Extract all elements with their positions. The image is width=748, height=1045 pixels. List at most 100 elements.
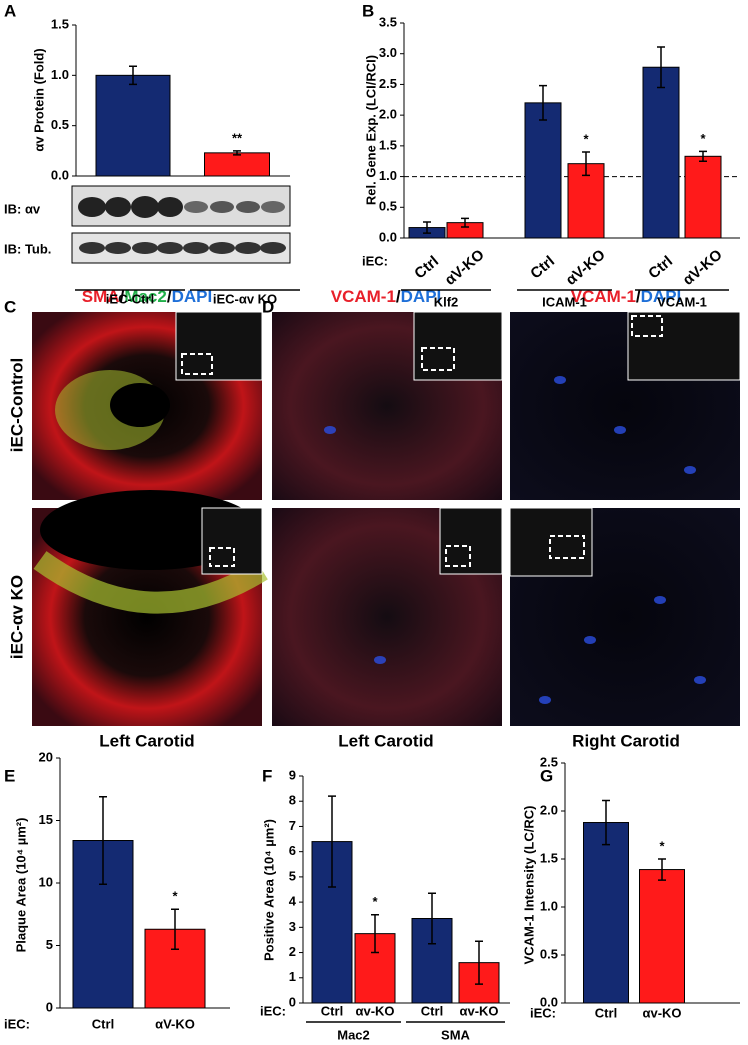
x-axis-label: iEC: — [4, 1016, 30, 1031]
western-blot — [71, 185, 291, 264]
error-bar — [657, 46, 665, 89]
y-tick-label: 1.0 — [379, 168, 397, 183]
y-tick-label: 6 — [289, 843, 296, 858]
series-label: αV-KO — [680, 246, 726, 289]
panel-letter: E — [4, 766, 15, 785]
x-tick-label: αv-KO — [642, 1005, 681, 1020]
y-tick-label: 8 — [289, 793, 296, 808]
bar — [642, 66, 680, 239]
y-tick-label: 2.0 — [540, 802, 558, 817]
bar — [639, 869, 685, 1004]
y-tick-label: 0.0 — [51, 167, 69, 182]
error-bar — [539, 84, 547, 121]
y-tick-label: 0.0 — [379, 229, 397, 244]
micrographs — [32, 311, 741, 726]
significance: * — [659, 838, 665, 853]
y-tick-label: 4 — [289, 894, 297, 909]
series-label: αV-KO — [563, 246, 609, 289]
panel-letter: F — [262, 766, 272, 785]
stain-name: DAPI — [401, 287, 442, 306]
y-tick-label: 0.0 — [540, 994, 558, 1009]
x-tick-label: iEC-Ctrl — [106, 291, 154, 306]
error-bar — [233, 150, 241, 156]
y-tick-label: 1.0 — [51, 67, 69, 82]
stain-name: DAPI — [172, 287, 213, 306]
y-tick-label: 1.5 — [51, 16, 69, 31]
y-tick-label: 0 — [46, 999, 53, 1014]
stain-name: VCAM-1 — [331, 287, 396, 306]
y-tick-label: 20 — [39, 749, 53, 764]
x-axis-label: iEC: — [260, 1003, 286, 1018]
significance: * — [700, 131, 706, 146]
error-bar — [582, 151, 590, 177]
bar — [204, 152, 270, 177]
series-label: Ctrl — [645, 253, 676, 283]
stain-header: VCAM-1/DAPI — [331, 287, 442, 306]
y-tick-label: 5 — [289, 868, 296, 883]
stain-name: Mac2 — [124, 287, 167, 306]
y-axis-label: Rel. Gene Exp. (LCI/RCI) — [363, 55, 378, 205]
caption: Left Carotid — [99, 731, 194, 750]
bar — [95, 74, 171, 177]
x-tick-label: ICAM-1 — [542, 294, 587, 309]
y-tick-label: 0.5 — [51, 117, 69, 132]
y-axis-label: αv Protein (Fold) — [31, 48, 46, 151]
series-label: Ctrl — [527, 253, 558, 283]
y-tick-label: 0.5 — [379, 199, 397, 214]
y-tick-label: 0.5 — [540, 946, 558, 961]
row-label: iEC-Control — [7, 358, 26, 452]
panel-letter: G — [540, 766, 553, 785]
series-label: αv-KO — [459, 1003, 498, 1018]
error-bar — [171, 908, 179, 950]
y-tick-label: 1.5 — [540, 850, 558, 865]
bar — [684, 155, 722, 239]
series-label: αV-KO — [442, 246, 488, 289]
panel-letter: A — [4, 1, 16, 20]
series-label: αv-KO — [355, 1003, 394, 1018]
y-tick-label: 1.5 — [379, 137, 397, 152]
x-tick-label: SMA — [441, 1027, 471, 1042]
error-bar — [475, 940, 483, 985]
error-bar — [328, 795, 336, 888]
error-bar — [99, 796, 107, 885]
error-bar — [371, 913, 379, 954]
x-tick-label: Klf2 — [434, 294, 459, 309]
row-label: iEC-αv KO — [7, 575, 26, 659]
series-label: Ctrl — [321, 1003, 343, 1018]
y-axis-label: Positive Area (10⁴ µm²) — [261, 819, 276, 961]
x-tick-label: αV-KO — [155, 1016, 195, 1031]
series-label: Ctrl — [411, 253, 442, 283]
y-tick-label: 7 — [289, 818, 296, 833]
significance: ** — [232, 130, 243, 145]
panel-letter: B — [362, 1, 374, 20]
y-axis-label: Plaque Area (10⁴ µm²) — [13, 818, 28, 953]
caption: Right Carotid — [572, 731, 680, 750]
error-bar — [423, 221, 431, 234]
y-tick-label: 2.0 — [379, 107, 397, 122]
x-tick-label: VCAM-1 — [657, 294, 707, 309]
y-tick-label: 3 — [289, 919, 296, 934]
x-tick-label: Mac2 — [337, 1027, 370, 1042]
stain-name: / — [167, 287, 172, 306]
y-tick-label: 0 — [289, 994, 296, 1009]
y-axis-label: VCAM-1 Intensity (LC/RC) — [521, 806, 536, 965]
error-bar — [461, 217, 469, 228]
panel-letter: C — [4, 297, 16, 316]
x-tick-label: Ctrl — [595, 1005, 617, 1020]
caption: Left Carotid — [338, 731, 433, 750]
error-bar — [658, 858, 666, 881]
error-bar — [699, 150, 707, 162]
bar — [583, 822, 629, 1004]
bar — [524, 102, 562, 239]
x-tick-label: Ctrl — [92, 1016, 114, 1031]
x-axis-label: iEC: — [530, 1005, 556, 1020]
stain-header: SMA/Mac2/DAPI — [82, 287, 212, 306]
stain-name: SMA — [82, 287, 120, 306]
bar — [144, 928, 206, 1009]
y-tick-label: 5 — [46, 937, 53, 952]
error-bar — [129, 65, 137, 86]
y-tick-label: 1.0 — [540, 898, 558, 913]
significance: * — [172, 889, 178, 904]
x-axis-label: iEC: — [362, 253, 388, 268]
